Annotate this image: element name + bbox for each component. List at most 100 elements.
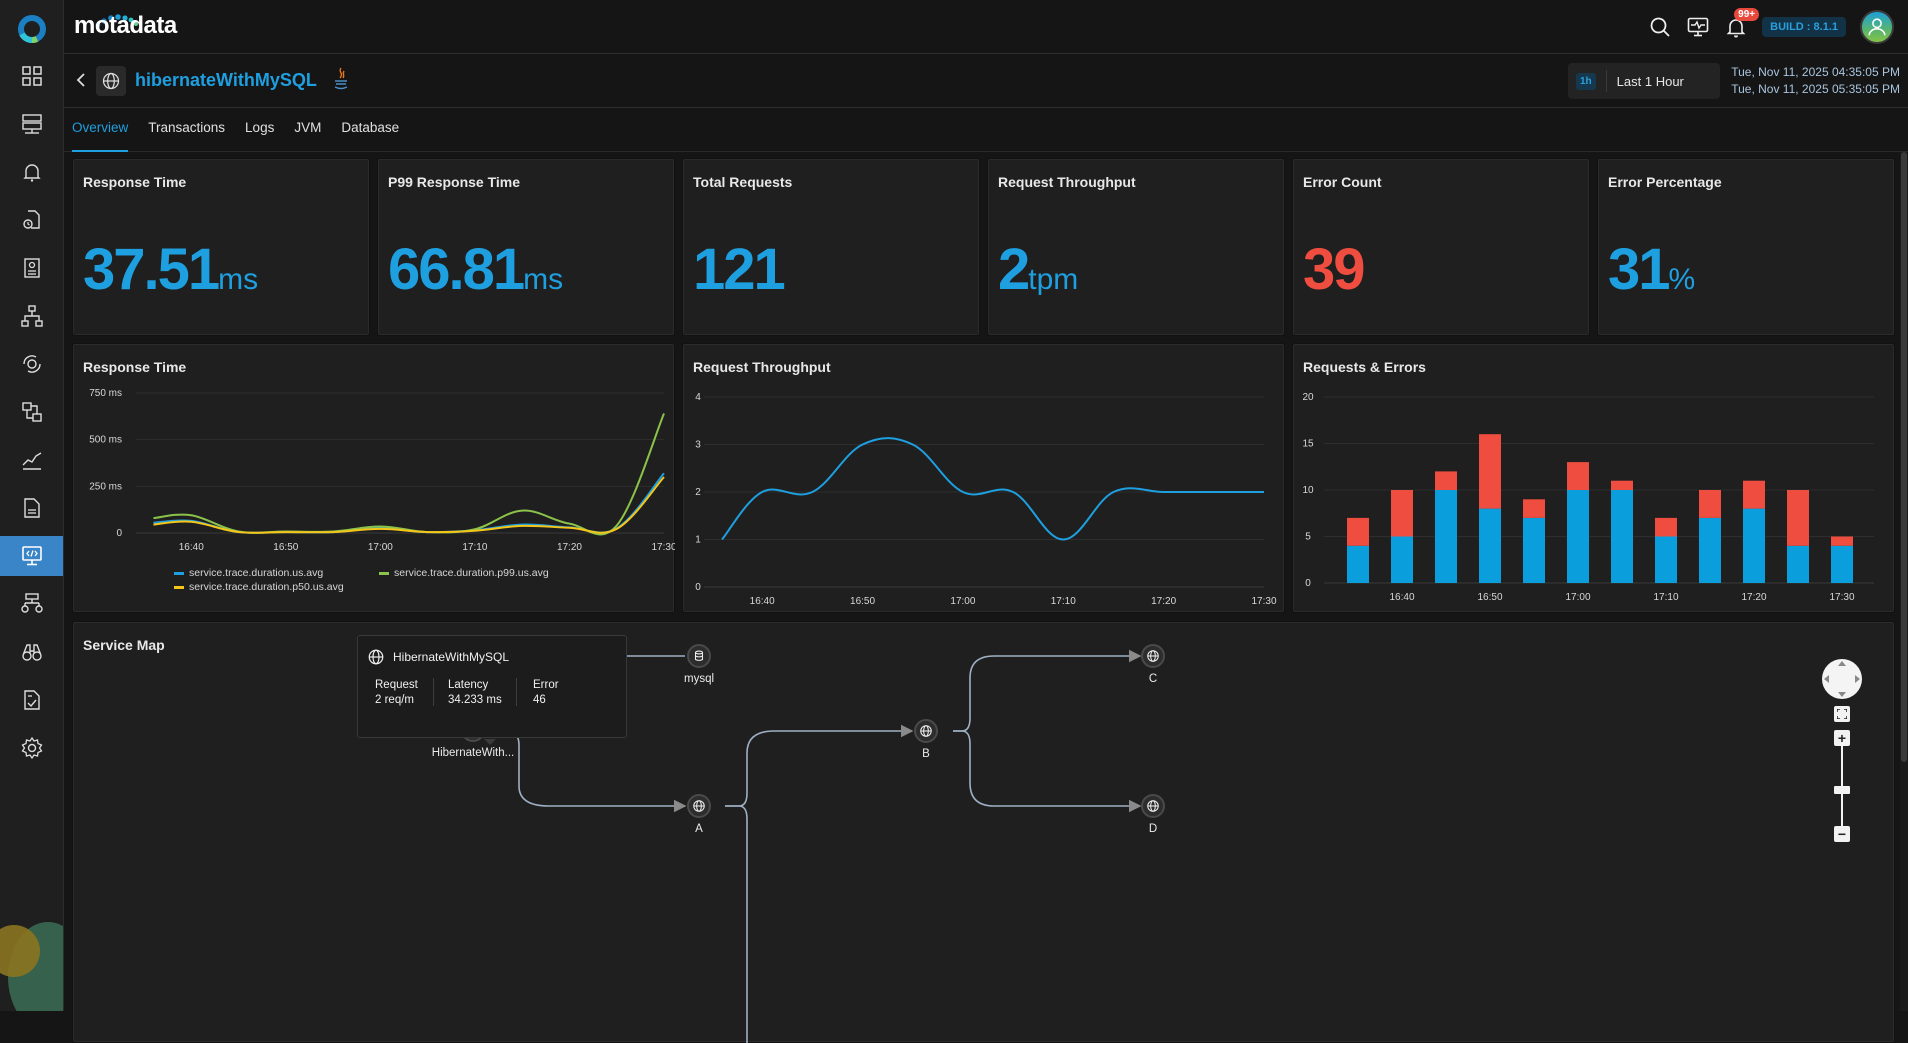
kpi-card-error-percentage: Error Percentage 31% (1598, 159, 1894, 335)
legend-swatch (379, 572, 389, 575)
scheduled-report-icon (20, 208, 44, 232)
tooltip-label: Latency (448, 678, 502, 693)
search-icon[interactable] (1648, 15, 1672, 39)
pan-control[interactable] (1820, 657, 1864, 701)
time-range-picker[interactable]: 1h Last 1 Hour (1568, 63, 1720, 99)
bar-requests-1730[interactable] (1831, 546, 1853, 583)
sidebar-item-compliance-checklist[interactable] (0, 680, 64, 720)
legend-label: service.trace.duration.us.avg (189, 567, 323, 579)
bar-errors-1715[interactable] (1699, 490, 1721, 518)
bar-errors-1725[interactable] (1787, 490, 1809, 546)
node-label: D (1149, 823, 1157, 835)
sidebar-item-flow[interactable] (0, 392, 64, 432)
time-to: Tue, Nov 11, 2025 05:35:05 PM (1731, 81, 1900, 98)
y-tick-label: 10 (1302, 485, 1314, 496)
notifications-button[interactable]: 99+ (1724, 15, 1748, 39)
bar-errors-1650[interactable] (1479, 434, 1501, 508)
bar-errors-1640[interactable] (1391, 490, 1413, 537)
sidebar-item-document[interactable] (0, 488, 64, 528)
bar-errors-1700[interactable] (1567, 462, 1589, 490)
bar-requests-1655[interactable] (1523, 518, 1545, 583)
globe-icon (919, 724, 933, 738)
service-node-mysql[interactable] (687, 644, 711, 668)
tooltip-label: Request (375, 678, 418, 693)
sidebar-item-alerts-bell[interactable] (0, 152, 64, 192)
bar-errors-1635[interactable] (1347, 518, 1369, 546)
x-tick-label: 16:50 (273, 542, 298, 553)
sidebar-item-topology[interactable] (0, 296, 64, 336)
legend-label: service.trace.duration.p99.us.avg (394, 567, 549, 579)
bar-requests-1715[interactable] (1699, 518, 1721, 583)
tab-logs[interactable]: Logs (245, 108, 274, 152)
legend-item[interactable]: service.trace.duration.p50.us.avg (174, 581, 379, 593)
bar-errors-1645[interactable] (1435, 471, 1457, 490)
bar-errors-1655[interactable] (1523, 499, 1545, 518)
tab-jvm[interactable]: JVM (294, 108, 321, 152)
sidebar-item-network-devices[interactable] (0, 584, 64, 624)
sidebar-item-dashboard-grid[interactable] (0, 56, 64, 96)
sidebar-item-scheduled-report[interactable] (0, 200, 64, 240)
x-tick-label: 17:00 (368, 542, 393, 553)
bar-errors-1730[interactable] (1831, 537, 1853, 546)
zoom-in-button[interactable]: + (1834, 730, 1850, 746)
service-node-a[interactable] (687, 794, 711, 818)
sidebar-item-metrics-chart[interactable] (0, 440, 64, 480)
zoom-out-button[interactable]: − (1834, 826, 1850, 842)
sidebar-item-servers[interactable] (0, 104, 64, 144)
service-node-d[interactable] (1141, 794, 1165, 818)
sidebar-item-settings-gear[interactable] (0, 728, 64, 768)
monitor-pulse-icon[interactable] (1686, 15, 1710, 39)
series-line-0[interactable] (722, 438, 1264, 539)
bar-requests-1650[interactable] (1479, 509, 1501, 583)
sidebar-item-report[interactable] (0, 248, 64, 288)
kpi-title: Error Count (1303, 174, 1382, 190)
overview-content: Response Time 37.51ms P99 Response Time … (64, 152, 1894, 1011)
bar-requests-1725[interactable] (1787, 546, 1809, 583)
sidebar-item-explorer-binoculars[interactable] (0, 632, 64, 672)
bar-requests-1700[interactable] (1567, 490, 1589, 583)
sidebar-item-apm-code-monitor[interactable] (0, 536, 64, 576)
tab-transactions[interactable]: Transactions (148, 108, 225, 152)
app-logo-icon[interactable] (17, 14, 47, 44)
tab-overview[interactable]: Overview (72, 108, 128, 152)
back-arrow-icon[interactable] (72, 70, 92, 90)
node-label: A (695, 823, 703, 835)
brand-logo[interactable]: motadata (74, 12, 177, 40)
kpi-value: 37.51ms (83, 236, 258, 303)
bar-errors-1720[interactable] (1743, 481, 1765, 509)
series-line-0[interactable] (153, 473, 664, 533)
bar-requests-1705[interactable] (1611, 490, 1633, 583)
bar-requests-1640[interactable] (1391, 537, 1413, 584)
java-icon (332, 67, 350, 93)
service-node-b[interactable] (914, 719, 938, 743)
user-avatar[interactable] (1860, 10, 1894, 44)
network-devices-icon (20, 592, 44, 616)
bar-requests-1720[interactable] (1743, 509, 1765, 583)
kpi-value: 2tpm (998, 236, 1078, 303)
bar-requests-1635[interactable] (1347, 546, 1369, 583)
series-line-1[interactable] (153, 414, 664, 535)
legend-item[interactable]: service.trace.duration.us.avg (174, 567, 379, 579)
kpi-card-p99-response-time: P99 Response Time 66.81ms (378, 159, 674, 335)
legend-item[interactable]: service.trace.duration.p99.us.avg (379, 567, 579, 579)
series-line-2[interactable] (153, 477, 664, 533)
fit-to-screen-button[interactable] (1834, 706, 1850, 722)
zoom-slider-handle[interactable] (1834, 786, 1850, 794)
node-label: C (1149, 673, 1157, 685)
x-tick-label: 17:20 (557, 542, 582, 553)
tab-database[interactable]: Database (341, 108, 399, 152)
bar-requests-1710[interactable] (1655, 537, 1677, 584)
bar-errors-1710[interactable] (1655, 518, 1677, 537)
edge-b-c (953, 656, 1140, 731)
bar-errors-1705[interactable] (1611, 481, 1633, 490)
sidebar-item-automation-gear[interactable] (0, 344, 64, 384)
service-title: hibernateWithMySQL (135, 70, 317, 91)
flow-icon (20, 400, 44, 424)
tooltip-service-name: HibernateWithMySQL (393, 650, 509, 664)
service-node-c[interactable] (1141, 644, 1165, 668)
kpi-title: Total Requests (693, 174, 792, 190)
bar-requests-1645[interactable] (1435, 490, 1457, 583)
page-scrollbar-thumb[interactable] (1901, 152, 1907, 762)
